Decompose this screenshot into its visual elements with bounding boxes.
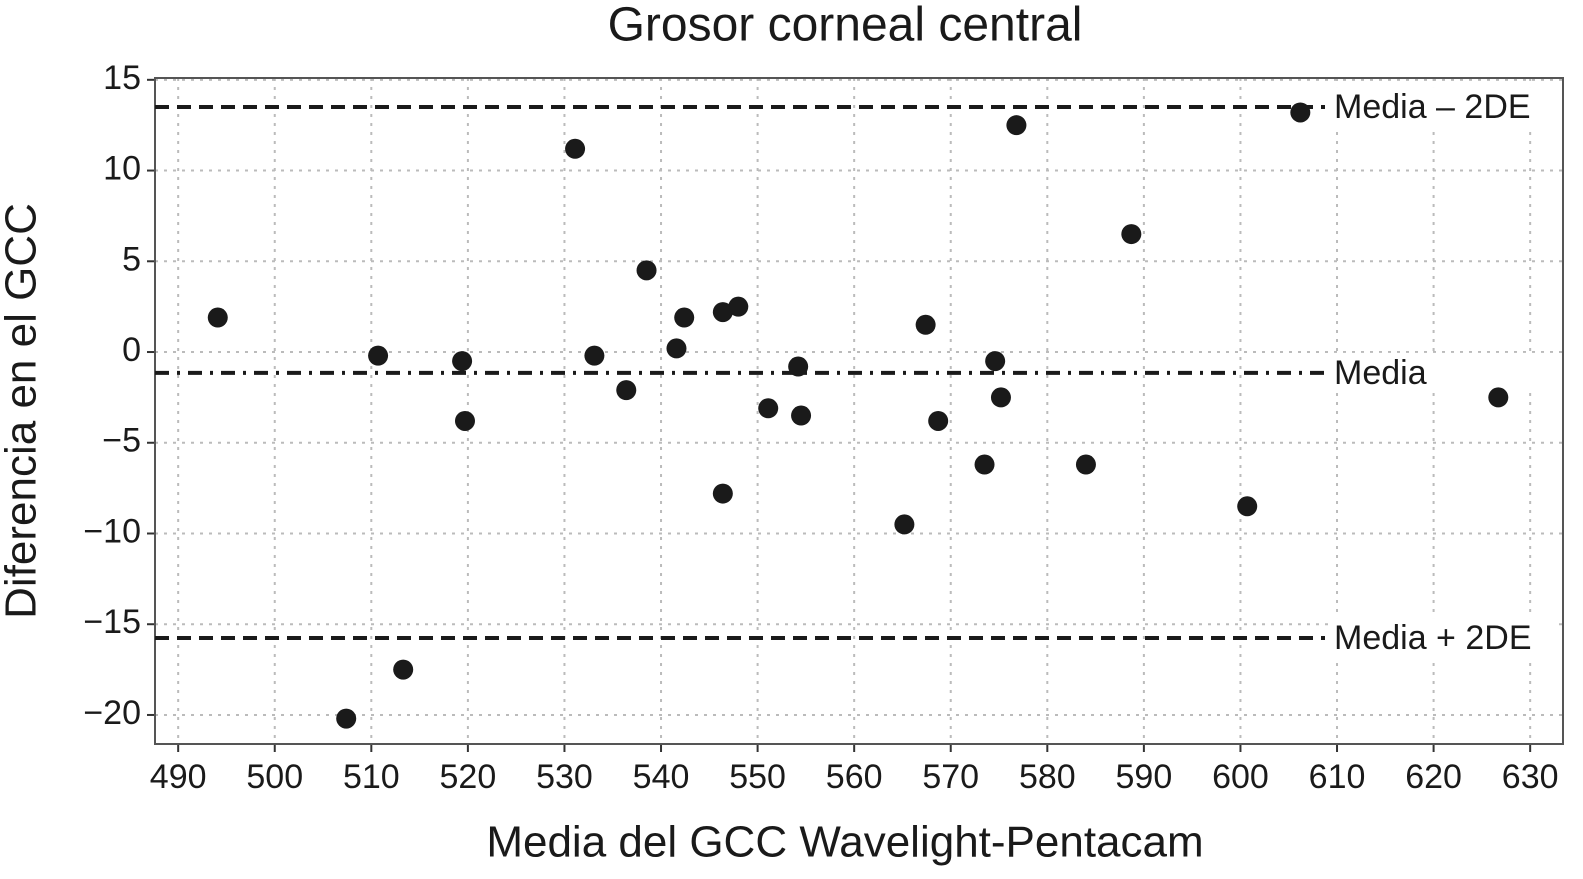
point — [368, 345, 389, 366]
x-tick-label: 530 — [536, 758, 593, 796]
point — [758, 398, 779, 419]
x-tick-label: 620 — [1405, 758, 1462, 796]
x-tick-label: 550 — [729, 758, 786, 796]
reference-label: Media + 2DE — [1334, 619, 1532, 657]
y-tick-label: −20 — [83, 694, 141, 732]
point — [915, 314, 936, 335]
y-tick-label: 0 — [122, 331, 141, 369]
x-axis-label: Media del GCC Wavelight-Pentacam — [486, 818, 1203, 867]
y-tick-label: −5 — [102, 422, 141, 460]
point — [974, 454, 995, 475]
x-tick-label: 600 — [1212, 758, 1269, 796]
reference-label: Media — [1334, 354, 1427, 392]
reference-label-bg — [1328, 618, 1558, 659]
y-tick-label: −10 — [83, 512, 141, 550]
point — [565, 138, 586, 159]
point — [1237, 496, 1258, 517]
x-tick-label: 510 — [343, 758, 400, 796]
point — [928, 410, 949, 431]
x-tick-label: 500 — [246, 758, 303, 796]
point — [1290, 102, 1311, 123]
point — [584, 345, 605, 366]
x-tick-label: 580 — [1019, 758, 1076, 796]
point — [1075, 454, 1096, 475]
x-tick-label: 560 — [826, 758, 883, 796]
point — [788, 356, 809, 377]
x-tick-label: 610 — [1309, 758, 1366, 796]
point — [454, 410, 475, 431]
point — [712, 483, 733, 504]
point — [336, 708, 357, 729]
x-tick-label: 570 — [922, 758, 979, 796]
point — [207, 307, 228, 328]
y-tick-label: 10 — [103, 150, 141, 188]
reference-label-bg — [1328, 87, 1558, 128]
point — [616, 380, 637, 401]
point — [712, 302, 733, 323]
y-tick-label: 5 — [122, 240, 141, 278]
plot-frame — [154, 77, 1564, 745]
x-tick-label: 520 — [440, 758, 497, 796]
point — [674, 307, 695, 328]
chart-title: Grosor corneal central — [608, 0, 1083, 52]
point — [452, 351, 473, 372]
x-tick-label: 590 — [1116, 758, 1173, 796]
point — [894, 514, 915, 535]
point — [990, 387, 1011, 408]
point — [1121, 224, 1142, 245]
y-tick-label: −15 — [83, 603, 141, 641]
point — [1488, 387, 1509, 408]
reference-label-bg — [1328, 352, 1558, 393]
point — [1006, 115, 1027, 136]
point — [728, 296, 749, 317]
x-tick-label: 630 — [1502, 758, 1559, 796]
y-tick-label: 15 — [103, 59, 141, 97]
point — [985, 351, 1006, 372]
y-axis-label: Diferencia en el GCC — [0, 203, 46, 619]
x-tick-label: 490 — [150, 758, 207, 796]
x-tick-label: 540 — [633, 758, 690, 796]
point — [636, 260, 657, 281]
point — [791, 405, 812, 426]
reference-label: Media – 2DE — [1334, 88, 1531, 126]
point — [666, 338, 687, 359]
point — [393, 659, 414, 680]
